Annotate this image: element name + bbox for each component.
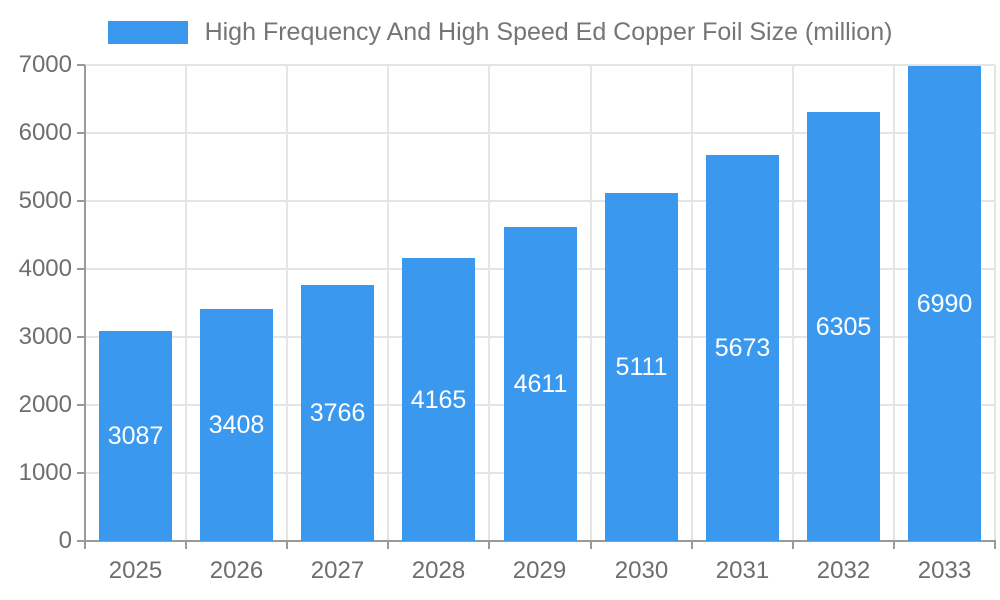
v-gridline — [994, 65, 996, 541]
y-tick-mark — [77, 404, 85, 406]
h-gridline — [85, 64, 995, 66]
x-tick-label: 2029 — [512, 557, 567, 584]
x-tick-mark — [994, 541, 996, 549]
x-tick-label: 2027 — [310, 557, 365, 584]
bar: 6990 — [908, 66, 981, 541]
x-tick-mark — [387, 541, 389, 549]
bar-value-label: 5111 — [615, 353, 668, 381]
x-axis-line — [77, 540, 996, 542]
x-tick-label: 2032 — [816, 557, 871, 584]
y-tick-mark — [77, 64, 85, 66]
bar: 3408 — [200, 309, 273, 541]
chart-legend[interactable]: High Frequency And High Speed Ed Copper … — [0, 18, 1000, 46]
v-gridline — [387, 65, 389, 541]
y-tick-label: 3000 — [18, 323, 72, 350]
bar: 5673 — [706, 155, 779, 541]
x-tick-mark — [691, 541, 693, 549]
y-tick-label: 7000 — [18, 51, 72, 78]
y-tick-mark — [77, 200, 85, 202]
y-tick-mark — [77, 472, 85, 474]
y-axis-line — [84, 65, 86, 549]
y-tick-label: 2000 — [18, 391, 72, 418]
bar: 5111 — [605, 193, 678, 541]
x-tick-label: 2028 — [411, 557, 466, 584]
x-tick-mark — [488, 541, 490, 549]
y-tick-mark — [77, 336, 85, 338]
bar: 4165 — [402, 258, 475, 541]
legend-swatch[interactable] — [107, 20, 188, 44]
bar-value-label: 3766 — [309, 399, 366, 427]
v-gridline — [488, 65, 490, 541]
v-gridline — [691, 65, 693, 541]
x-tick-label: 2030 — [614, 557, 669, 584]
h-gridline — [85, 200, 995, 202]
x-tick-mark — [286, 541, 288, 549]
bar-value-label: 3408 — [208, 411, 265, 439]
legend-label[interactable]: High Frequency And High Speed Ed Copper … — [204, 18, 893, 46]
x-tick-mark — [590, 541, 592, 549]
x-tick-label: 2033 — [917, 557, 972, 584]
y-tick-label: 0 — [58, 527, 72, 554]
bar-value-label: 5673 — [714, 334, 771, 362]
y-tick-mark — [77, 268, 85, 270]
v-gridline — [590, 65, 592, 541]
y-tick-label: 5000 — [18, 187, 72, 214]
x-tick-label: 2026 — [209, 557, 264, 584]
bar: 4611 — [504, 227, 577, 541]
x-tick-label: 2031 — [715, 557, 770, 584]
v-gridline — [286, 65, 288, 541]
bar-value-label: 4165 — [410, 385, 467, 414]
y-tick-mark — [77, 132, 85, 134]
bar-value-label: 6305 — [815, 312, 872, 341]
x-tick-label: 2025 — [108, 557, 163, 584]
x-tick-mark — [792, 541, 794, 549]
bar: 3087 — [99, 331, 172, 541]
bar: 6305 — [807, 112, 880, 541]
h-gridline — [85, 132, 995, 134]
bar-value-label: 4611 — [513, 370, 568, 398]
v-gridline — [893, 65, 895, 541]
x-tick-mark — [185, 541, 187, 549]
y-tick-label: 4000 — [18, 255, 72, 282]
y-tick-label: 6000 — [18, 119, 72, 146]
v-gridline — [792, 65, 794, 541]
v-gridline — [185, 65, 187, 541]
x-tick-mark — [893, 541, 895, 549]
y-tick-label: 1000 — [18, 459, 72, 486]
bar: 3766 — [301, 285, 374, 541]
bar-value-label: 6990 — [916, 289, 973, 318]
bar-value-label: 3087 — [107, 422, 164, 450]
